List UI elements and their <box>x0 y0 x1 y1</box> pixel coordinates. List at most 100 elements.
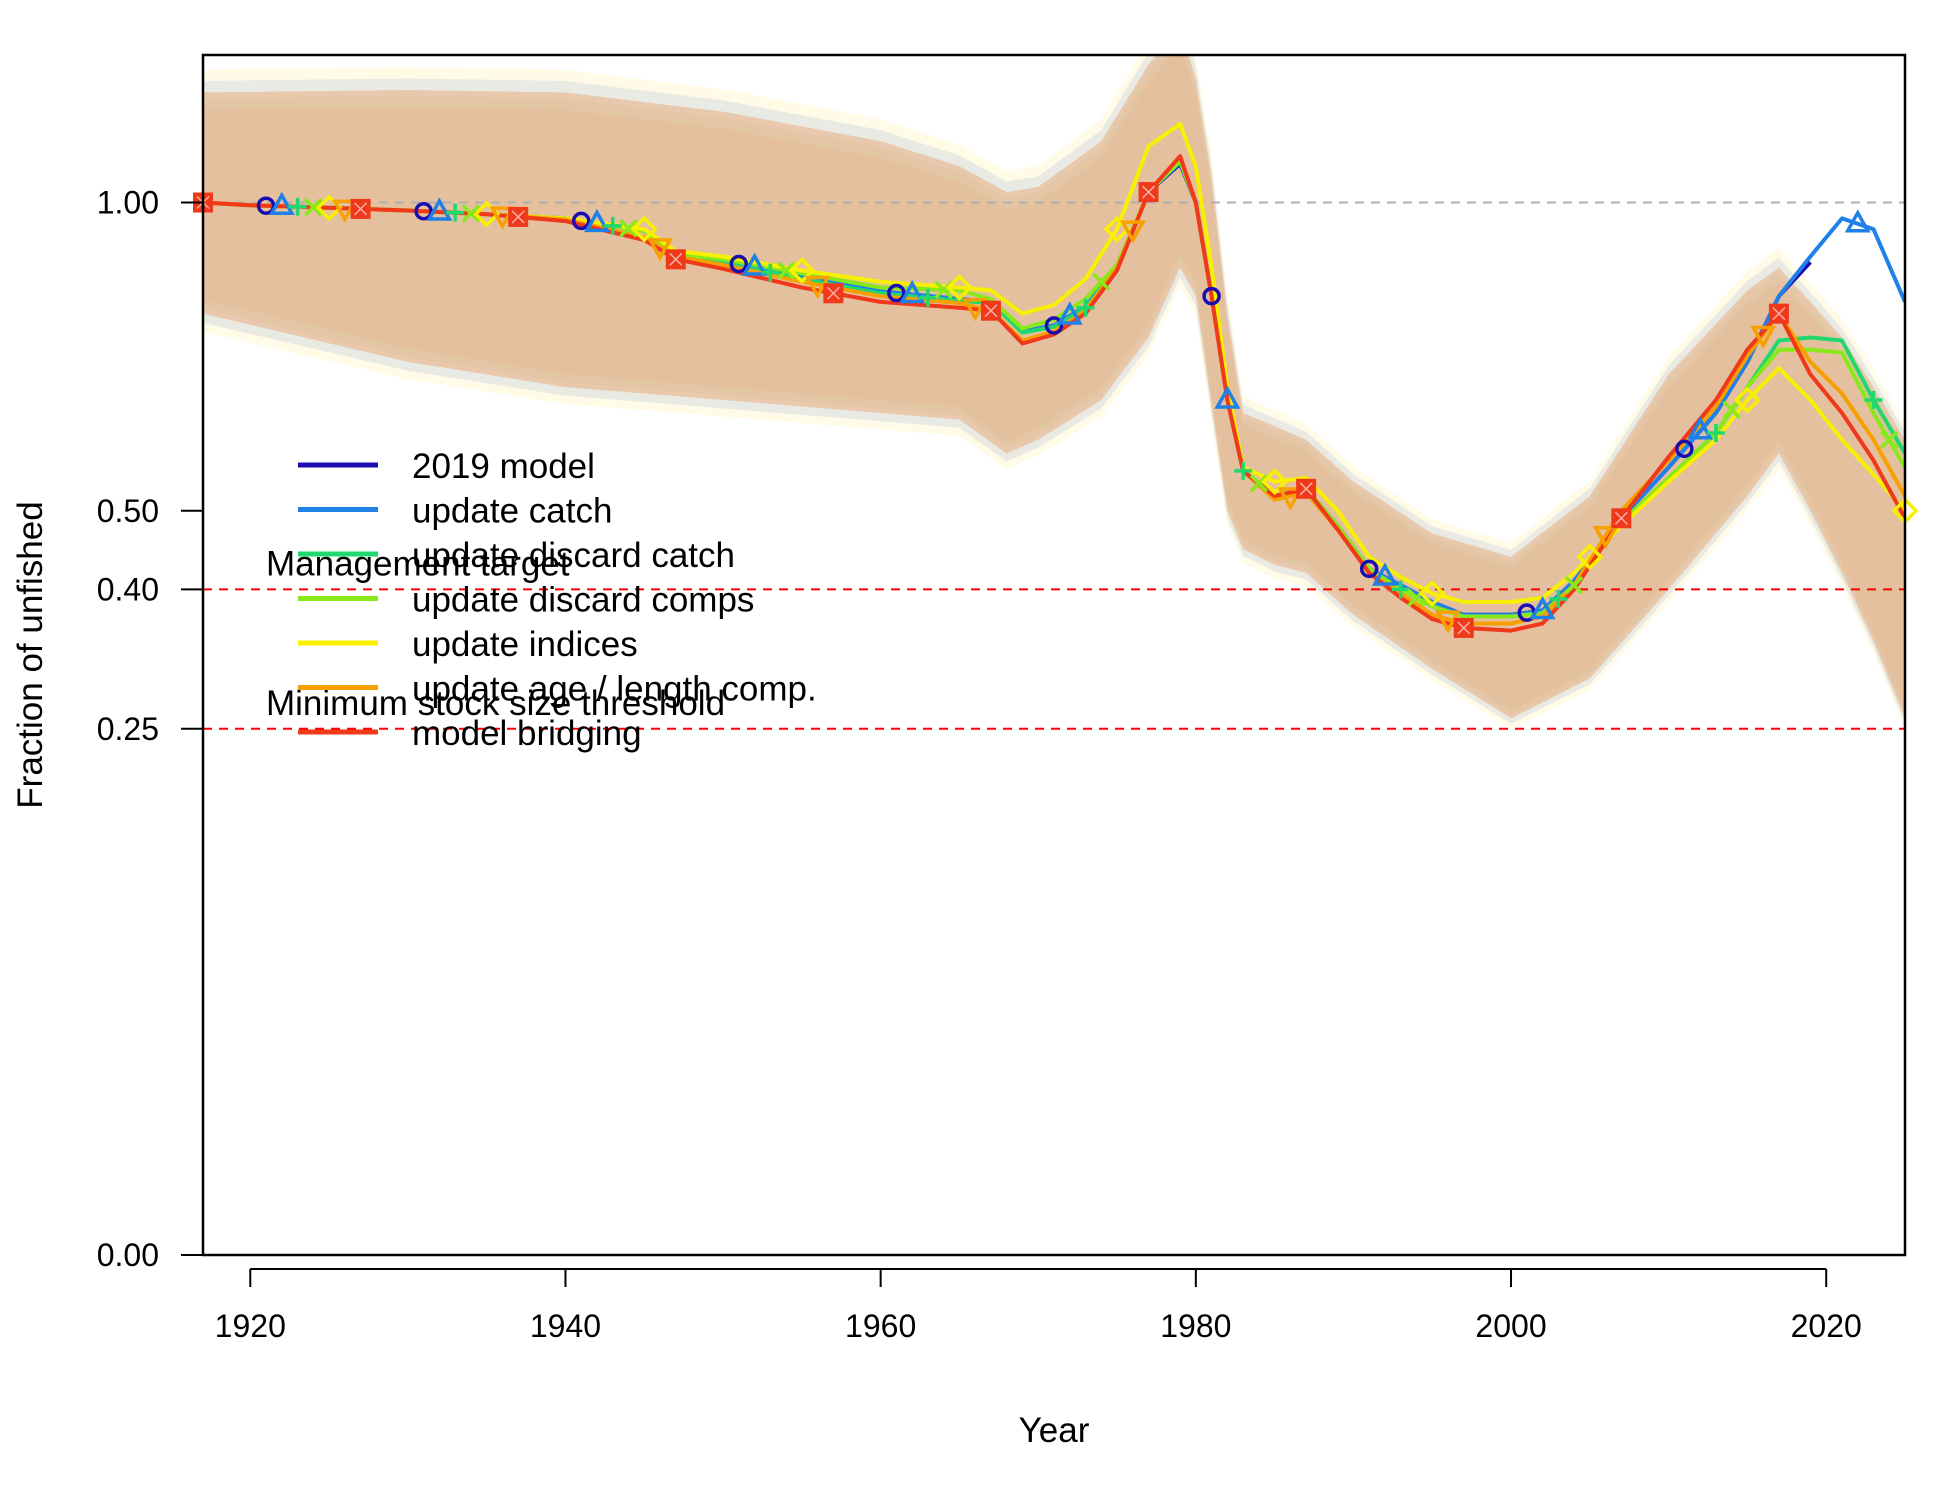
marker-0-3 <box>729 254 749 274</box>
marker-5-0 <box>331 199 358 223</box>
marker-4-9 <box>1733 386 1761 414</box>
marker-3-10 <box>1880 430 1899 449</box>
x-tick-label-0: 1920 <box>215 1308 286 1344</box>
marker-6-7 <box>1296 478 1317 499</box>
legend-label-1: update catch <box>412 492 612 531</box>
marker-5-6 <box>1277 487 1304 511</box>
marker-6-6 <box>1138 182 1159 203</box>
marker-6-8 <box>1453 617 1474 638</box>
marker-1-0 <box>268 191 295 215</box>
marker-2-6 <box>1234 461 1253 480</box>
marker-6-4 <box>823 283 844 304</box>
marker-6-5-cross <box>984 304 998 318</box>
marker-0-2 <box>571 211 591 231</box>
marker-2-7 <box>1391 580 1410 599</box>
y-tick-label-0: 0.00 <box>97 1237 159 1273</box>
reference-lines: Management target Minimum stock size thre… <box>203 201 1905 730</box>
marker-2-0 <box>288 197 307 216</box>
legend-label-6: model bridging <box>412 714 642 753</box>
marker-6-2 <box>508 206 529 227</box>
marker-6-3 <box>665 249 686 270</box>
marker-2-5 <box>1076 298 1095 317</box>
marker-3-8 <box>1564 575 1584 595</box>
y-tick-label-3: 0.50 <box>97 493 159 529</box>
marker-1-2 <box>584 208 610 233</box>
marker-1-10 <box>1844 209 1871 233</box>
marker-6-1 <box>350 198 371 219</box>
marker-2-3 <box>761 263 780 282</box>
x-tick-label-1: 1940 <box>530 1308 601 1344</box>
marker-6-9 <box>1611 508 1632 529</box>
marker-0-7 <box>1359 559 1379 579</box>
marker-3-6 <box>1249 474 1269 493</box>
marker-1-6 <box>1214 385 1241 409</box>
series-markers <box>193 182 1919 638</box>
marker-2-10 <box>1864 390 1883 409</box>
marker-1-9 <box>1687 416 1714 440</box>
marker-3-5 <box>1092 272 1111 292</box>
marker-6-5 <box>980 300 1001 321</box>
marker-3-2 <box>619 219 638 238</box>
marker-2-9 <box>1706 423 1725 442</box>
marker-0-1 <box>414 201 433 221</box>
marker-1-3 <box>741 252 768 276</box>
x-axis-title: Year <box>1019 1411 1090 1450</box>
marker-1-1 <box>426 197 453 221</box>
marker-6-4-cross <box>826 286 840 300</box>
marker-4-7 <box>1418 580 1446 608</box>
marker-6-9-cross <box>1614 511 1628 525</box>
marker-6-6-cross <box>1142 185 1156 199</box>
legend-label-5: update age / length comp. <box>412 670 817 709</box>
marker-5-2 <box>647 238 673 262</box>
marker-4-4 <box>945 274 973 302</box>
marker-1-4 <box>899 279 926 304</box>
marker-4-6 <box>1261 468 1289 496</box>
marker-2-8 <box>1549 589 1568 608</box>
x-tick-label-2: 1960 <box>845 1308 916 1344</box>
marker-2-1 <box>446 203 465 222</box>
x-tick-label-3: 1980 <box>1160 1308 1231 1344</box>
y-tick-label-1: 0.25 <box>97 711 159 747</box>
marker-5-8 <box>1592 525 1619 550</box>
marker-6-10-cross <box>1772 307 1786 321</box>
marker-1-7 <box>1371 562 1398 586</box>
marker-0-6 <box>1202 286 1221 306</box>
reference-label-2: Minimum stock size threshold <box>266 684 725 723</box>
x-tick-label-4: 2000 <box>1475 1308 1546 1344</box>
legend: 2019 model update catch update discard cat… <box>298 447 817 753</box>
uncertainty-bands <box>203 55 1905 729</box>
marker-3-9 <box>1722 400 1741 419</box>
marker-0-9 <box>1675 439 1694 459</box>
marker-6-3-cross <box>669 252 683 266</box>
band-main <box>203 55 1905 719</box>
y-tick-label-2: 0.40 <box>97 571 159 607</box>
y-tick-label-4: 1.00 <box>97 185 159 221</box>
legend-label-4: update indices <box>412 625 638 664</box>
marker-5-7 <box>1435 610 1461 634</box>
marker-4-3 <box>788 257 816 284</box>
series-line-4 <box>203 121 1905 604</box>
legend-label-0: 2019 model <box>412 447 595 486</box>
marker-0-5 <box>1044 316 1064 335</box>
marker-5-1 <box>489 206 516 230</box>
marker-5-4 <box>962 298 989 322</box>
marker-6-1-cross <box>354 202 368 216</box>
marker-3-1 <box>461 204 481 223</box>
marker-4-2 <box>630 215 658 243</box>
marker-6-2-cross <box>511 210 525 224</box>
reference-label-1: Management target <box>266 544 570 583</box>
marker-2-2 <box>603 216 622 235</box>
marker-6-10 <box>1768 303 1789 324</box>
marker-6-8-cross <box>1457 621 1471 635</box>
y-axis-title: Fraction of unfished <box>11 501 50 808</box>
marker-3-3 <box>776 261 796 280</box>
marker-0-0 <box>256 196 276 215</box>
x-axis: 1920 1940 1960 1980 2000 2020 <box>215 1268 1862 1344</box>
marker-5-5 <box>1119 220 1146 244</box>
marker-3-0 <box>304 198 323 217</box>
y-axis: 0.00 0.25 0.40 0.50 1.00 <box>97 185 203 1273</box>
marker-0-4 <box>887 283 906 303</box>
marker-5-3 <box>804 275 831 300</box>
legend-label-2: update discard catch <box>412 536 735 575</box>
